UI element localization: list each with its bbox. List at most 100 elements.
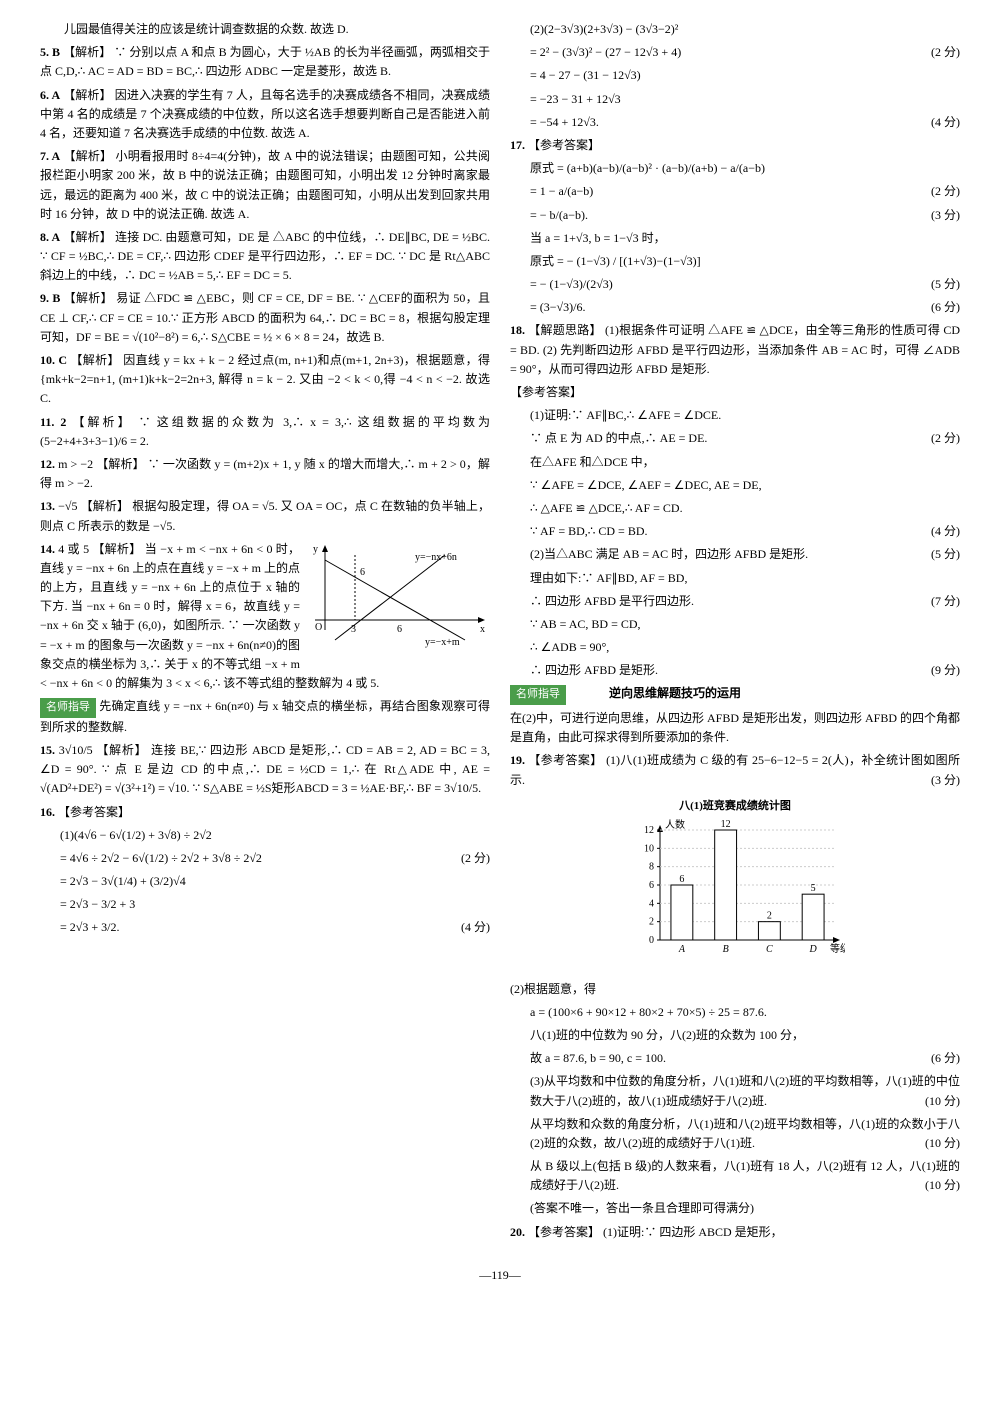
line-text: 原式 = (a+b)(a−b)/(a−b)² · (a−b)/(a+b) − a… <box>530 161 765 175</box>
q10-num: 10. C <box>40 353 67 367</box>
score-label: (4 分) <box>461 918 490 937</box>
q11-num: 11. 2 <box>40 415 66 429</box>
guide18: 名师指导 逆向思维解题技巧的运用 <box>510 684 960 705</box>
bar-chart-svg: 0246810126A12B2C5D人数等级 <box>625 815 845 965</box>
solution-line: = 2√3 − 3/2 + 3 <box>40 895 490 914</box>
solution-line: 八(1)班的中位数为 90 分，八(2)班的众数为 100 分， <box>510 1026 960 1045</box>
q16-label: 【参考答案】 <box>58 805 130 819</box>
q17-num: 17. <box>510 138 525 152</box>
solution-line: 当 a = 1+√3, b = 1−√3 时， <box>510 229 960 248</box>
guide-label: 名师指导 <box>510 685 566 705</box>
svg-text:x: x <box>480 624 485 635</box>
q18-num: 18. <box>510 323 525 337</box>
line-text: = 2√3 + 3/2. <box>60 920 119 934</box>
solution-line: ∵ ∠AFE = ∠DCE, ∠AEF = ∠DEC, AE = DE, <box>510 476 960 495</box>
solution-line: (2)(2−3√3)(2+3√3) − (3√3−2)² <box>510 20 960 39</box>
svg-text:6: 6 <box>360 567 365 578</box>
q8: 8. A 【解析】 连接 DC. 由题意可知，DE 是 △ABC 的中位线，∴ … <box>40 228 490 286</box>
q12-text: m > −2 【解析】 ∵ 一次函数 y = (m+2)x + 1, y 随 x… <box>40 457 490 490</box>
q14-graph: O x y 3 6 y=−nx+6n y=−x+m 6 <box>305 540 490 656</box>
solution-line: = −54 + 12√3.(4 分) <box>510 113 960 132</box>
solution-line: 从平均数和众数的角度分析，八(1)班和八(2)班平均数相等，八(1)班的众数小于… <box>510 1115 960 1153</box>
svg-text:O: O <box>315 622 322 633</box>
q16-lines: (1)(4√6 − 6√(1/2) + 3√8) ÷ 2√2 = 4√6 ÷ 2√… <box>40 826 490 938</box>
solution-line: 从 B 级以上(包括 B 级)的人数来看，八(1)班有 18 人，八(2)班有 … <box>510 1157 960 1195</box>
line-text: = 4√6 ÷ 2√2 − 6√(1/2) ÷ 2√2 + 3√8 ÷ 2√2 <box>60 851 262 865</box>
line-text: (2)当△ABC 满足 AB = AC 时，四边形 AFBD 是矩形. <box>530 547 808 561</box>
q5: 5. B 【解析】 ∵ 分别以点 A 和点 B 为圆心，大于 ½AB 的长为半径… <box>40 43 490 81</box>
q19-p2: (2)根据题意，得 <box>510 980 960 999</box>
line-text: = −23 − 31 + 12√3 <box>530 92 621 106</box>
solution-line: = (3−√3)/6.(6 分) <box>510 298 960 317</box>
q20-num: 20. <box>510 1225 525 1239</box>
solution-line: ∴ 四边形 AFBD 是矩形.(9 分) <box>510 661 960 680</box>
q14: O x y 3 6 y=−nx+6n y=−x+m 6 14. 4 或 5 【解… <box>40 540 490 694</box>
line-text: = 2√3 − 3/2 + 3 <box>60 897 135 911</box>
line-graph-icon: O x y 3 6 y=−nx+6n y=−x+m 6 <box>305 540 490 650</box>
line-text: (1)证明:∵ AF∥BC,∴ ∠AFE = ∠DCE. <box>530 408 721 422</box>
score-label: (2 分) <box>931 43 960 62</box>
line-text: (1)(4√6 − 6√(1/2) + 3√8) ÷ 2√2 <box>60 828 212 842</box>
q16-num: 16. <box>40 805 55 819</box>
score-label: (2 分) <box>461 849 490 868</box>
q10: 10. C 【解析】 因直线 y = kx + k − 2 经过点(m, n+1… <box>40 351 490 409</box>
guide-label: 名师指导 <box>40 698 96 718</box>
q20-label: 【参考答案】 <box>528 1225 600 1239</box>
line-text: ∴ 四边形 AFBD 是平行四边形. <box>530 594 694 608</box>
line-text: = 2√3 − 3√(1/4) + (3/2)√4 <box>60 874 186 888</box>
solution-line: ∴ △AFE ≌ △DCE,∴ AF = CD. <box>510 499 960 518</box>
score-label: (10 分) <box>925 1134 960 1153</box>
q20-text: (1)证明:∵ 四边形 ABCD 是矩形， <box>603 1225 783 1239</box>
solution-line: = −23 − 31 + 12√3 <box>510 90 960 109</box>
line-text: = 4 − 27 − (31 − 12√3) <box>530 68 641 82</box>
line-text: ∴ ∠ADB = 90°, <box>530 640 609 654</box>
svg-text:B: B <box>723 944 729 955</box>
solution-line: (2)当△ABC 满足 AB = AC 时，四边形 AFBD 是矩形.(5 分) <box>510 545 960 564</box>
q9-num: 9. B <box>40 291 60 305</box>
q19-lines: a = (100×6 + 90×12 + 80×2 + 70×5) ÷ 25 =… <box>510 1003 960 1219</box>
line-text: = − (1−√3)/(2√3) <box>530 277 613 291</box>
line-text: 在△AFE 和△DCE 中， <box>530 455 655 469</box>
q5-num: 5. B <box>40 45 60 59</box>
score-label: (3 分) <box>931 206 960 225</box>
line-text: ∵ 点 E 为 AD 的中点,∴ AE = DE. <box>530 431 707 445</box>
solution-line: (答案不唯一，答出一条且合理即可得满分) <box>510 1199 960 1218</box>
bar-chart: 八(1)班竞赛成绩统计图 0246810126A12B2C5D人数等级 <box>625 798 845 972</box>
page-content: 儿园最值得关注的应该是统计调查数据的众数. 故选 D. 5. B 【解析】 ∵ … <box>40 20 960 1246</box>
q15: 15. 3√10/5 【解析】 连接 BE,∵ 四边形 ABCD 是矩形,∴ C… <box>40 741 490 799</box>
q13-text: −√5 【解析】 根据勾股定理，得 OA = √5. 又 OA = OC，点 C… <box>40 499 490 532</box>
guide18-title: 逆向思维解题技巧的运用 <box>609 686 741 700</box>
solution-line: = 2² − (3√3)² − (27 − 12√3 + 4)(2 分) <box>510 43 960 62</box>
line-text: 故 a = 87.6, b = 90, c = 100. <box>530 1051 666 1065</box>
q7: 7. A 【解析】 小明看报用时 8÷4=4(分钟)，故 A 中的说法错误；由题… <box>40 147 490 224</box>
solution-line: (1)(4√6 − 6√(1/2) + 3√8) ÷ 2√2 <box>40 826 490 845</box>
q12: 12. m > −2 【解析】 ∵ 一次函数 y = (m+2)x + 1, y… <box>40 455 490 493</box>
svg-text:4: 4 <box>649 899 654 910</box>
line-text: = − b/(a−b). <box>530 208 588 222</box>
right-column: (2)(2−3√3)(2+3√3) − (3√3−2)² = 2² − (3√3)… <box>510 20 960 1246</box>
q17-label: 【参考答案】 <box>528 138 600 152</box>
q18-label: 【解题思路】 <box>528 323 601 337</box>
solution-line: 故 a = 87.6, b = 90, c = 100.(6 分) <box>510 1049 960 1068</box>
score-label: (4 分) <box>931 113 960 132</box>
guide14: 名师指导 先确定直线 y = −nx + 6n(n≠0) 与 x 轴交点的横坐标… <box>40 697 490 737</box>
svg-text:D: D <box>809 944 818 955</box>
q11-label: 【解析】 <box>72 415 132 429</box>
q16: 16. 【参考答案】 <box>40 803 490 822</box>
q15-num: 15. <box>40 743 55 757</box>
q12-num: 12. <box>40 457 55 471</box>
solution-line: ∵ 点 E 为 AD 的中点,∴ AE = DE.(2 分) <box>510 429 960 448</box>
solution-line: = − b/(a−b). (3 分) <box>510 206 960 225</box>
solution-line: (1)证明:∵ AF∥BC,∴ ∠AFE = ∠DCE. <box>510 406 960 425</box>
solution-line: a = (100×6 + 90×12 + 80×2 + 70×5) ÷ 25 =… <box>510 1003 960 1022</box>
line-text: 从 B 级以上(包括 B 级)的人数来看，八(1)班有 18 人，八(2)班有 … <box>530 1159 960 1192</box>
q10-label: 【解析】 <box>70 353 119 367</box>
svg-text:y=−x+m: y=−x+m <box>425 637 460 648</box>
q17: 17. 【参考答案】 <box>510 136 960 155</box>
line-text: (答案不唯一，答出一条且合理即可得满分) <box>530 1201 754 1215</box>
solution-line: 理由如下:∵ AF∥BD, AF = BD, <box>510 569 960 588</box>
solution-line: = 2√3 − 3√(1/4) + (3/2)√4 <box>40 872 490 891</box>
solution-line: = − (1−√3)/(2√3)(5 分) <box>510 275 960 294</box>
svg-text:6: 6 <box>397 624 402 635</box>
line-text: 从平均数和众数的角度分析，八(1)班和八(2)班平均数相等，八(1)班的众数小于… <box>530 1117 960 1150</box>
